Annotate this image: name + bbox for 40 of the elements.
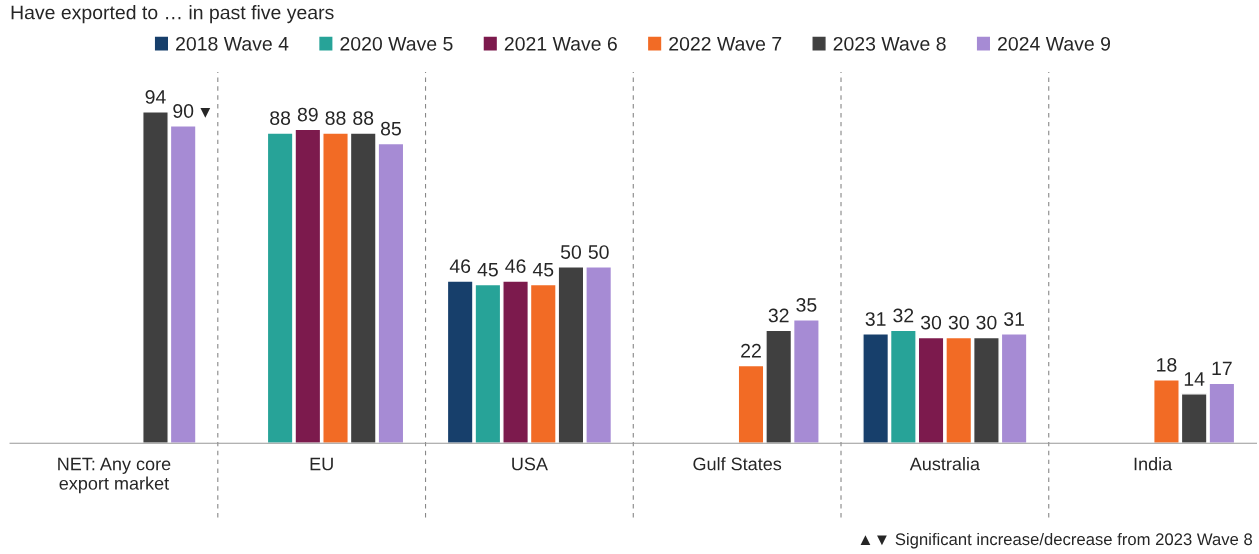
legend-label: 2024 Wave 9 [998,36,1110,51]
data-label: 30 [948,315,969,330]
data-label: 32 [768,308,789,323]
data-label: 31 [1004,312,1024,326]
legend-label: 2018 Wave 4 [176,36,289,51]
data-label: 18 [1157,357,1177,372]
data-label: 89 [297,107,318,122]
legend-label: 2021 Wave 6 [504,36,617,51]
data-label: 14 [1184,372,1205,386]
data-label: 45 [532,262,554,277]
chart-title: Have exported to … in past five years [11,5,334,24]
data-label: 46 [449,259,471,274]
x-tick-label: India [1134,457,1173,471]
x-tick-label: NET: Any core export market [58,457,171,494]
legend-label: 2022 Wave 7 [669,36,782,51]
annotation: ▼ [200,108,211,118]
x-tick-label: Australia [909,457,980,471]
data-label: 88 [325,111,346,125]
legend-label: 2023 Wave 8 [833,36,946,51]
data-label: 22 [741,343,761,358]
data-label: 90 [173,104,194,118]
data-label: 46 [505,259,526,274]
text: ▲▼ Significant increase/decrease from 2023 Wave 8 [860,532,1253,549]
legend-label: 2020 Wave 5 [340,36,453,51]
data-label: 88 [353,111,374,125]
x-tick-label: Gulf States [693,457,782,471]
x-tick-label: USA [512,457,548,471]
data-label: 32 [893,308,914,323]
data-label: 85 [380,121,401,136]
data-label: 30 [976,315,997,330]
data-label: 35 [796,298,817,312]
data-label: 88 [270,111,291,125]
data-label: 94 [145,90,166,104]
data-label: 30 [920,315,942,330]
data-label: 50 [560,245,582,259]
x-tick-label: EU [310,457,333,471]
data-label: 45 [477,262,498,277]
data-label: 31 [865,312,886,326]
data-label: 50 [588,245,609,259]
data-label: 17 [1212,361,1232,376]
